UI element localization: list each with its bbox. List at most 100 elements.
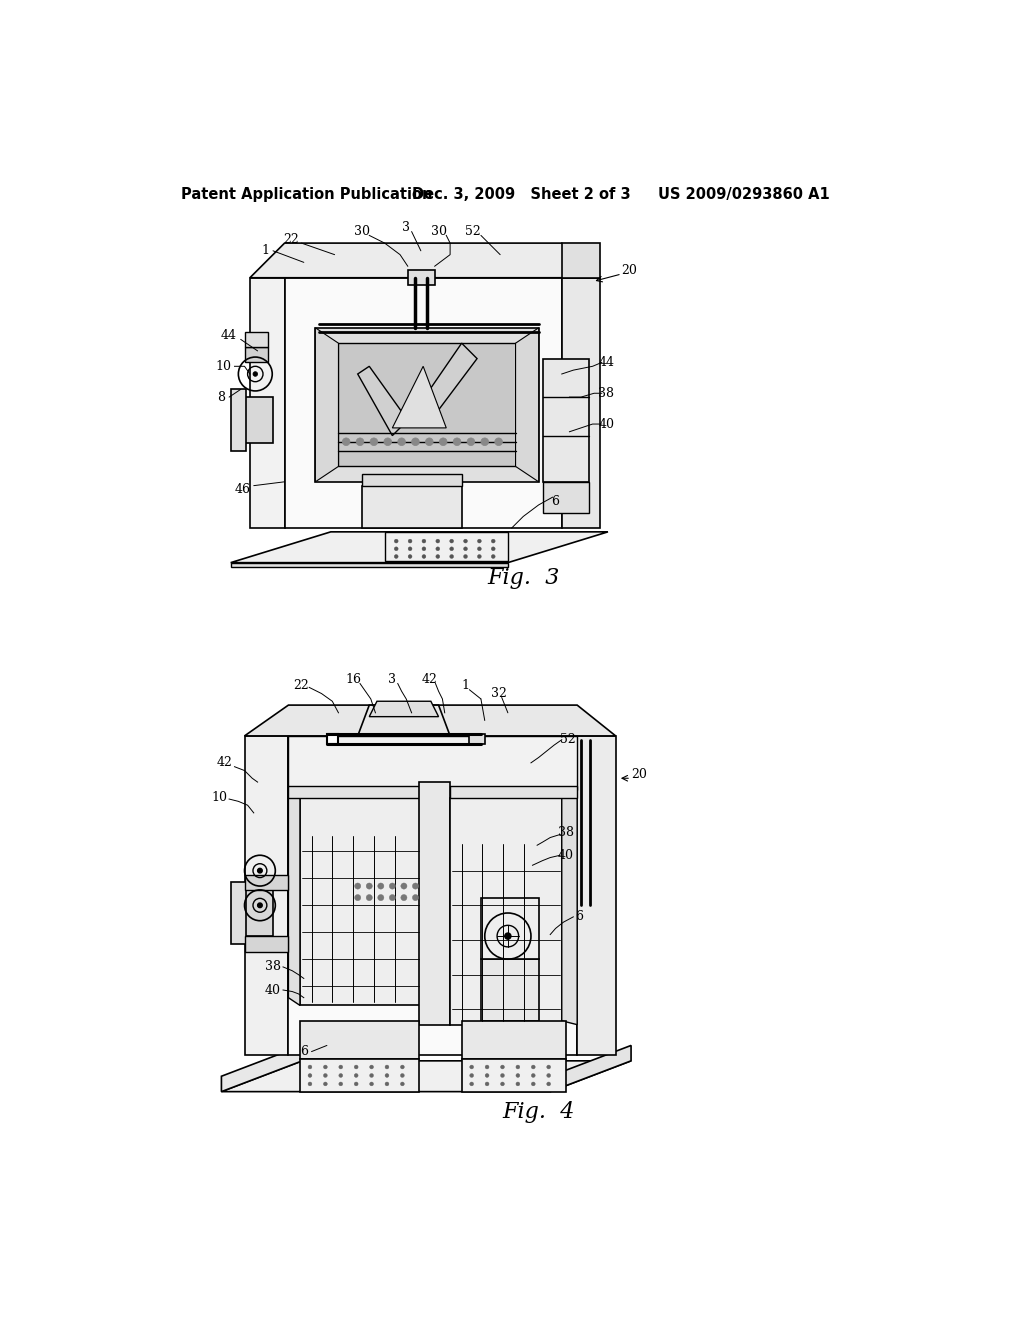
Text: 3: 3 [402,222,411,234]
Circle shape [501,1082,505,1086]
Circle shape [505,933,511,940]
Text: 3: 3 [388,673,396,686]
Polygon shape [245,890,273,936]
Polygon shape [543,359,589,482]
Circle shape [370,1073,374,1077]
Polygon shape [289,737,578,789]
Polygon shape [245,347,267,363]
Circle shape [400,1065,404,1069]
Text: US 2009/0293860 A1: US 2009/0293860 A1 [658,187,829,202]
Circle shape [400,895,407,900]
Circle shape [439,438,447,446]
Polygon shape [315,327,539,482]
Polygon shape [550,1045,631,1092]
Polygon shape [419,343,477,420]
Polygon shape [361,486,462,528]
Circle shape [450,554,454,558]
Circle shape [501,1073,505,1077]
Circle shape [547,1065,551,1069]
Text: 8: 8 [217,391,225,404]
Circle shape [370,1082,374,1086]
Text: 40: 40 [598,417,614,430]
Circle shape [258,903,262,908]
Circle shape [501,1065,505,1069]
Text: 40: 40 [558,849,573,862]
Circle shape [253,372,258,376]
Text: 22: 22 [283,232,299,246]
Circle shape [339,1082,343,1086]
Circle shape [339,1073,343,1077]
Text: 10: 10 [211,791,227,804]
Polygon shape [289,737,578,1056]
Polygon shape [562,793,578,1024]
Circle shape [450,539,454,543]
Polygon shape [469,734,484,743]
Circle shape [422,554,426,558]
Circle shape [464,546,467,550]
Text: 42: 42 [422,673,437,686]
Text: 40: 40 [265,983,281,997]
Circle shape [436,554,439,558]
Text: 52: 52 [465,224,481,238]
Circle shape [400,883,407,890]
Text: 52: 52 [560,733,575,746]
Circle shape [470,1073,473,1077]
Polygon shape [245,737,289,1056]
Polygon shape [327,734,339,743]
Circle shape [436,546,439,550]
Circle shape [339,1065,343,1069]
Circle shape [481,438,488,446]
Circle shape [413,883,419,890]
Polygon shape [285,277,562,528]
Circle shape [400,1073,404,1077]
Circle shape [400,1082,404,1086]
Polygon shape [357,367,408,436]
Circle shape [454,438,461,446]
Text: Fig.  4: Fig. 4 [503,1101,574,1122]
Circle shape [324,1073,328,1077]
Polygon shape [578,737,615,1056]
Circle shape [422,539,426,543]
Circle shape [477,554,481,558]
Text: 38: 38 [265,961,281,973]
Circle shape [470,1065,473,1069]
Polygon shape [451,797,562,1024]
Circle shape [389,895,395,900]
Text: 38: 38 [558,825,573,838]
Circle shape [464,554,467,558]
Circle shape [470,1082,473,1086]
Circle shape [354,895,360,900]
Polygon shape [515,327,539,482]
Circle shape [354,1082,358,1086]
Circle shape [354,883,360,890]
Polygon shape [230,882,246,944]
Circle shape [547,1082,551,1086]
Polygon shape [451,785,578,797]
Circle shape [495,438,503,446]
Polygon shape [300,1059,419,1092]
Text: 38: 38 [598,387,614,400]
Circle shape [389,883,395,890]
Polygon shape [289,789,300,1006]
Polygon shape [385,532,508,561]
Circle shape [394,546,398,550]
Polygon shape [361,474,462,486]
Circle shape [384,438,391,446]
Polygon shape [230,562,508,566]
Polygon shape [245,705,615,737]
Text: 44: 44 [221,329,238,342]
Circle shape [356,438,364,446]
Text: 10: 10 [215,360,231,372]
Text: 42: 42 [216,756,232,770]
Circle shape [422,546,426,550]
Polygon shape [300,1020,419,1059]
Polygon shape [230,389,246,451]
Text: Patent Application Publication: Patent Application Publication [180,187,432,202]
Text: 30: 30 [353,224,370,238]
Polygon shape [250,243,600,277]
Circle shape [409,554,412,558]
Polygon shape [245,875,289,890]
Circle shape [450,546,454,550]
Circle shape [412,438,419,446]
Circle shape [425,438,433,446]
